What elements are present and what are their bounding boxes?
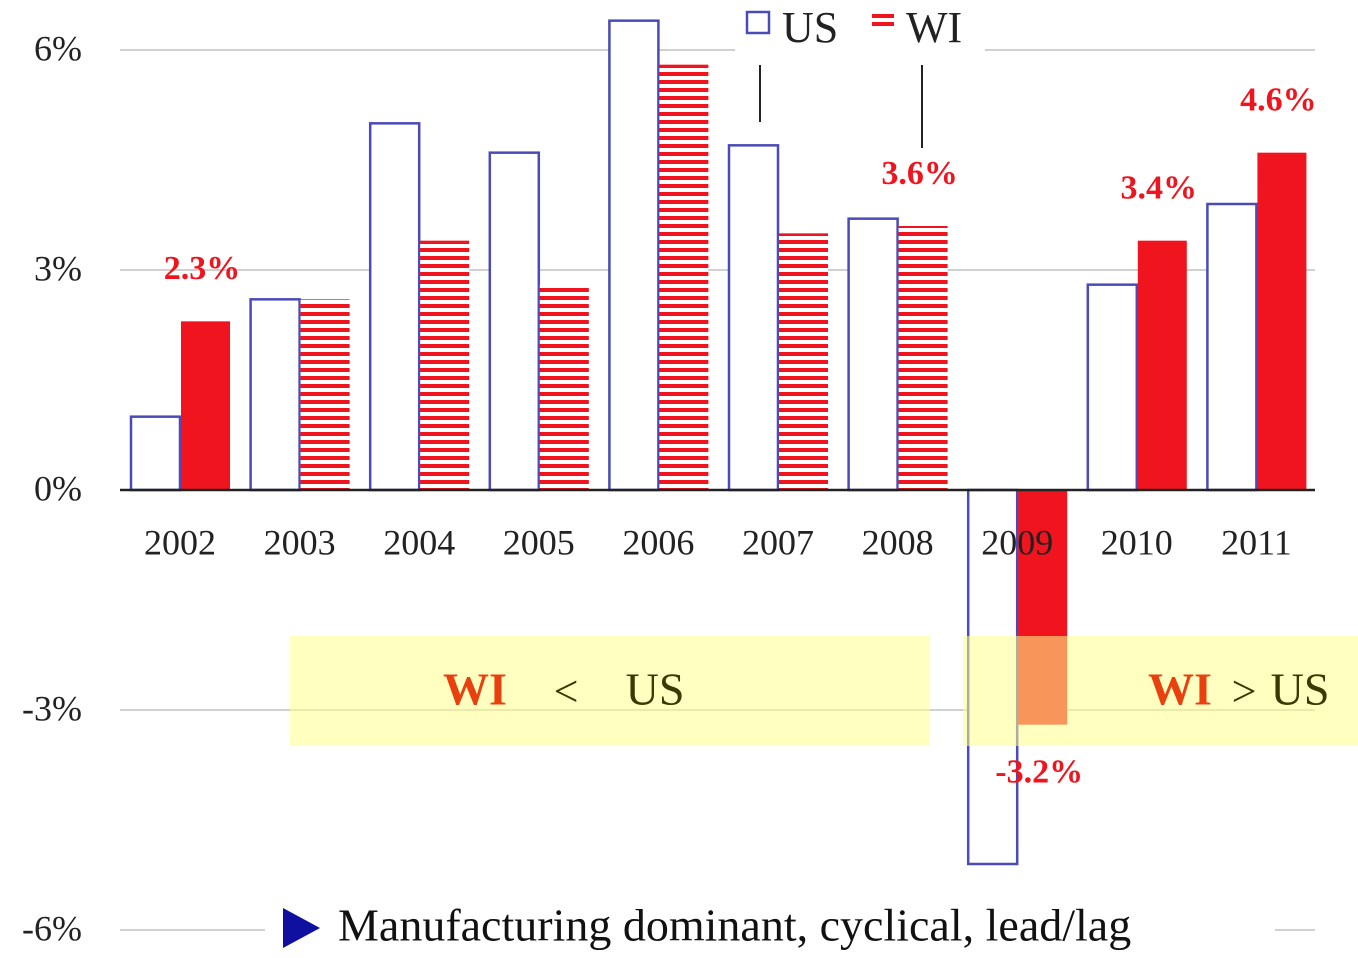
annotation-left: WI (443, 664, 507, 715)
data-label: -3.2% (995, 753, 1083, 790)
bar (1086, 283, 1139, 492)
bar (300, 299, 350, 490)
x-tick-label: 2011 (1221, 522, 1292, 562)
legend-swatch (872, 14, 894, 18)
data-label: 4.6% (1240, 81, 1317, 118)
bar (539, 284, 589, 490)
legend-label: WI (906, 3, 962, 52)
y-tick-label: -3% (22, 688, 82, 728)
bar (847, 217, 899, 492)
y-tick-label: -6% (22, 908, 82, 948)
legend-swatch (872, 22, 894, 26)
bar (249, 298, 301, 492)
x-tick-label: 2005 (503, 522, 575, 562)
bar (1206, 202, 1258, 492)
legend-bg (735, 0, 985, 60)
y-tick-label: 6% (34, 28, 82, 68)
bar (779, 233, 828, 491)
annotation-left: WI (1148, 664, 1212, 715)
x-tick-label: 2010 (1101, 522, 1173, 562)
note: Manufacturing dominant, cyclical, lead/l… (338, 900, 1131, 951)
y-tick-label: 0% (34, 468, 82, 508)
bar (181, 321, 230, 490)
highlight-box (290, 636, 930, 746)
x-tick-label: 2006 (622, 522, 694, 562)
bar (727, 144, 780, 492)
y-tick-label: 3% (34, 248, 82, 288)
x-tick-label: 2007 (742, 522, 814, 562)
data-label: 2.3% (164, 250, 241, 287)
bar (488, 151, 541, 492)
bar (1257, 152, 1307, 490)
bar (659, 64, 709, 491)
x-tick-label: 2008 (862, 522, 934, 562)
bar (898, 226, 948, 490)
x-tick-label: 2004 (383, 522, 455, 562)
annotation-relation: < (554, 667, 579, 716)
legend-label: US (782, 3, 838, 52)
x-tick-label: 2002 (144, 522, 216, 562)
annotation-right: US (626, 664, 685, 715)
x-tick-label: 2009 (981, 522, 1053, 562)
x-tick-label: 2003 (264, 522, 336, 562)
note-bg (265, 900, 1275, 958)
bar (368, 122, 421, 492)
highlight-box (963, 636, 1358, 746)
bar (1137, 240, 1187, 490)
data-label: 3.6% (881, 155, 958, 192)
annotation-right: US (1271, 664, 1330, 715)
bar (420, 240, 470, 490)
data-label: 3.4% (1121, 169, 1198, 206)
bar (129, 415, 182, 492)
legend-swatch (745, 10, 771, 35)
annotation-relation: > (1232, 667, 1257, 716)
bar (608, 19, 660, 492)
overlay: 2002 2.3% 2003 2004 2005 2006 2007 2008 3.6% 2009… (144, 0, 1358, 958)
note-bullet (283, 908, 320, 948)
